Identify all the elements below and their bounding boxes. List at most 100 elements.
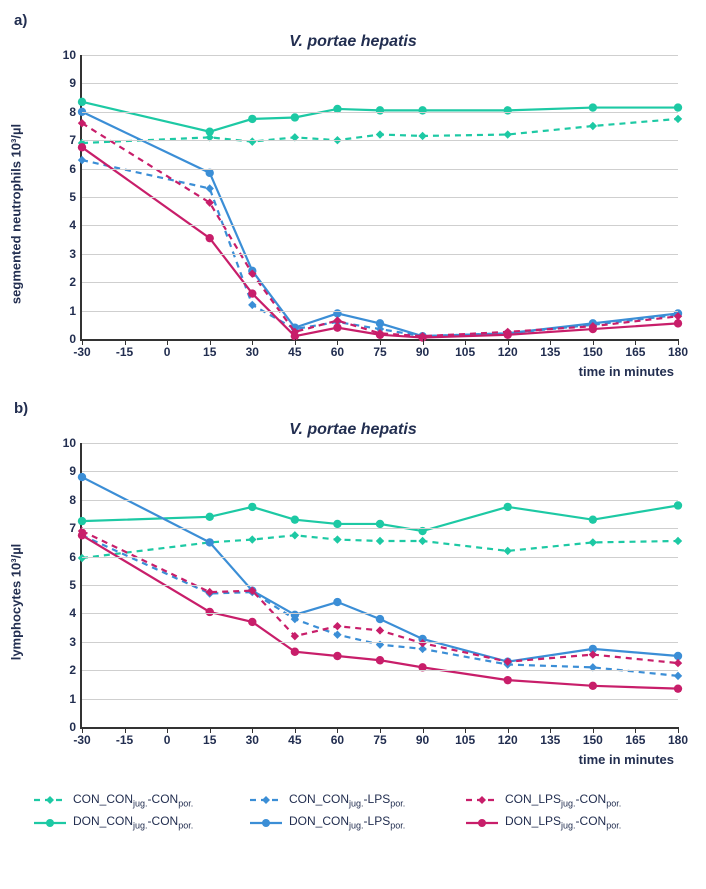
series-marker xyxy=(206,513,214,521)
ytick-label: 8 xyxy=(52,493,76,507)
xtick-label: 0 xyxy=(164,345,171,359)
series-marker xyxy=(78,98,86,106)
legend-label: CON_CONjug.-LPSpor. xyxy=(289,792,405,808)
gridline xyxy=(82,282,678,283)
series-marker xyxy=(589,515,597,523)
series-marker xyxy=(674,537,682,545)
ytick-label: 4 xyxy=(52,606,76,620)
series-marker xyxy=(504,547,512,555)
xtick-label: 30 xyxy=(246,345,259,359)
xtick-label: 150 xyxy=(583,345,603,359)
series-marker xyxy=(291,648,299,656)
ytick-label: 10 xyxy=(52,48,76,62)
series-marker xyxy=(589,103,597,111)
gridline xyxy=(82,699,678,700)
series-marker xyxy=(376,331,384,339)
xtick-label: 90 xyxy=(416,345,429,359)
ytick-label: 3 xyxy=(52,247,76,261)
panel-b-label: b) xyxy=(14,400,696,417)
ytick-label: 6 xyxy=(52,550,76,564)
gridline xyxy=(82,471,678,472)
series-marker xyxy=(206,184,214,192)
xtick-label: 60 xyxy=(331,345,344,359)
series-marker xyxy=(78,473,86,481)
series-marker xyxy=(248,535,256,543)
series-marker xyxy=(376,520,384,528)
series-marker xyxy=(333,323,341,331)
xtick-label: 105 xyxy=(455,733,475,747)
ytick-label: 10 xyxy=(52,436,76,450)
gridline xyxy=(82,311,678,312)
series-marker xyxy=(333,535,341,543)
ytick-label: 5 xyxy=(52,578,76,592)
legend-label: DON_CONjug.-CONpor. xyxy=(73,814,193,830)
series-marker xyxy=(333,631,341,639)
xtick-label: 180 xyxy=(668,733,688,747)
series-marker xyxy=(376,656,384,664)
series-marker xyxy=(248,618,256,626)
ytick-label: 8 xyxy=(52,105,76,119)
series-marker xyxy=(376,537,384,545)
xtick-label: 60 xyxy=(331,733,344,747)
xtick-label: 45 xyxy=(288,733,301,747)
series-marker xyxy=(376,319,384,327)
legend-swatch xyxy=(249,816,283,830)
series-marker xyxy=(674,659,682,667)
series-marker xyxy=(333,520,341,528)
gridline xyxy=(82,528,678,529)
series-marker xyxy=(78,517,86,525)
series-marker xyxy=(376,130,384,138)
series-marker xyxy=(504,130,512,138)
legend-item-DON_LPS: DON_CONjug.-LPSpor. xyxy=(249,814,457,830)
legend: CON_CONjug.-CONpor.CON_CONjug.-LPSpor.CO… xyxy=(33,792,673,831)
series-marker xyxy=(674,115,682,123)
gridline xyxy=(82,112,678,113)
gridline xyxy=(82,225,678,226)
panel-a-label: a) xyxy=(14,12,696,29)
series-marker xyxy=(376,106,384,114)
xtick-label: -30 xyxy=(73,345,90,359)
series-marker xyxy=(418,132,426,140)
series-line-DON_LPSjug xyxy=(82,535,678,688)
gridline xyxy=(82,585,678,586)
series-marker xyxy=(418,106,426,114)
ytick-label: 5 xyxy=(52,190,76,204)
chart-a-xlabel: time in minutes xyxy=(579,364,674,379)
xtick-label: 120 xyxy=(498,733,518,747)
chart-b-plot: time in minutes 012345678910-30-15015304… xyxy=(80,443,678,729)
ytick-label: 6 xyxy=(52,162,76,176)
gridline xyxy=(82,670,678,671)
ytick-label: 9 xyxy=(52,76,76,90)
chart-a-plot: time in minutes 012345678910-30-15015304… xyxy=(80,55,678,341)
legend-swatch xyxy=(465,816,499,830)
ytick-label: 3 xyxy=(52,635,76,649)
legend-item-DON_LPSjug: DON_LPSjug.-CONpor. xyxy=(465,814,673,830)
ytick-label: 2 xyxy=(52,275,76,289)
chart-b-ylabel: lymphocytes 10³/µl xyxy=(9,543,24,660)
ytick-label: 1 xyxy=(52,692,76,706)
xtick-label: 15 xyxy=(203,733,216,747)
series-marker xyxy=(206,608,214,616)
gridline xyxy=(82,55,678,56)
gridline xyxy=(82,169,678,170)
series-marker xyxy=(376,626,384,634)
chart-a-ylabel: segmented neutrophils 10³/µl xyxy=(9,123,24,303)
gridline xyxy=(82,140,678,141)
series-marker xyxy=(589,682,597,690)
gridline xyxy=(82,500,678,501)
legend-label: DON_CONjug.-LPSpor. xyxy=(289,814,405,830)
legend-swatch xyxy=(249,793,283,807)
ytick-label: 2 xyxy=(52,663,76,677)
series-marker xyxy=(333,598,341,606)
legend-item-CON_LPSjug: CON_LPSjug.-CONpor. xyxy=(465,792,673,808)
series-marker xyxy=(674,501,682,509)
series-marker xyxy=(206,127,214,135)
gridline xyxy=(82,197,678,198)
series-marker xyxy=(674,319,682,327)
gridline xyxy=(82,613,678,614)
series-marker xyxy=(333,622,341,630)
series-marker xyxy=(78,143,86,151)
series-marker xyxy=(504,503,512,511)
series-marker xyxy=(376,615,384,623)
series-marker xyxy=(589,122,597,130)
